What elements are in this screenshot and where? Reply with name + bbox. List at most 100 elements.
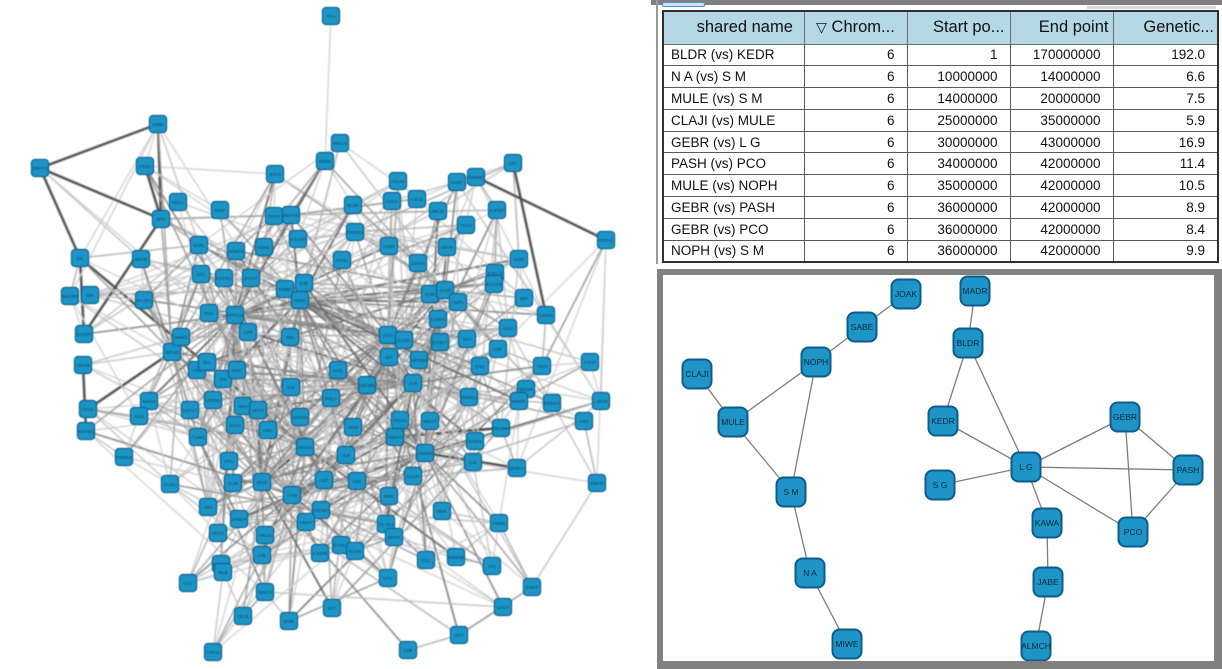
svg-text:UAFCT: UAFCT bbox=[183, 408, 198, 413]
svg-text:OLUKJ: OLUKJ bbox=[379, 522, 394, 527]
svg-text:TPHO: TPHO bbox=[268, 214, 281, 219]
svg-text:WEOT: WEOT bbox=[423, 419, 437, 424]
svg-text:NMKD: NMKD bbox=[174, 335, 188, 340]
svg-text:BRTD: BRTD bbox=[388, 535, 401, 540]
svg-text:UFFH: UFFH bbox=[252, 408, 264, 413]
svg-text:PNRKK: PNRKK bbox=[116, 455, 132, 460]
svg-text:WPUD: WPUD bbox=[165, 350, 179, 355]
svg-text:URJ: URJ bbox=[509, 161, 518, 166]
svg-text:IPCFT: IPCFT bbox=[245, 276, 258, 281]
svg-text:DSBH: DSBH bbox=[279, 287, 292, 292]
svg-text:FRCH: FRCH bbox=[207, 650, 220, 655]
svg-text:DRI: DRI bbox=[86, 293, 94, 298]
svg-text:EHU: EHU bbox=[475, 364, 485, 369]
svg-text:SABE: SABE bbox=[851, 322, 874, 332]
svg-text:NDEC: NDEC bbox=[172, 200, 186, 205]
svg-text:OEJE: OEJE bbox=[237, 614, 249, 619]
svg-text:IUNG: IUNG bbox=[513, 257, 525, 262]
svg-text:PPH: PPH bbox=[156, 217, 165, 222]
svg-text:CSCE: CSCE bbox=[411, 197, 424, 202]
svg-text:ARRBM: ARRBM bbox=[411, 358, 428, 363]
svg-text:ADE: ADE bbox=[352, 479, 361, 484]
svg-text:WRL: WRL bbox=[384, 494, 394, 499]
svg-text:CLAJI: CLAJI bbox=[685, 369, 708, 379]
svg-text:MJLA: MJLA bbox=[325, 396, 337, 401]
svg-text:PRU: PRU bbox=[224, 459, 234, 464]
svg-text:BLDR: BLDR bbox=[957, 338, 980, 348]
svg-text:OSKEI: OSKEI bbox=[539, 313, 553, 318]
svg-text:NHHH: NHHH bbox=[143, 399, 156, 404]
svg-text:CNUA: CNUA bbox=[386, 199, 399, 204]
svg-text:FDHF: FDHF bbox=[584, 360, 596, 365]
svg-text:SPBPC: SPBPC bbox=[509, 466, 525, 471]
svg-text:ENST: ENST bbox=[526, 585, 538, 590]
svg-text:KEDR: KEDR bbox=[931, 416, 955, 426]
svg-text:UHEP: UHEP bbox=[451, 180, 464, 185]
svg-text:EJE: EJE bbox=[300, 281, 308, 286]
svg-text:FDL: FDL bbox=[193, 368, 202, 373]
svg-text:BLIMI: BLIMI bbox=[347, 203, 359, 208]
svg-text:JAE: JAE bbox=[488, 564, 496, 569]
svg-text:UTISL: UTISL bbox=[82, 407, 95, 412]
svg-text:MPI: MPI bbox=[520, 296, 528, 301]
svg-text:DJW: DJW bbox=[425, 292, 435, 297]
svg-text:WKJS: WKJS bbox=[432, 209, 445, 214]
svg-text:KGJR: KGJR bbox=[407, 474, 420, 479]
svg-text:URHK: URHK bbox=[441, 245, 454, 250]
svg-text:MULE: MULE bbox=[721, 417, 745, 427]
svg-text:TFH: TFH bbox=[327, 14, 336, 19]
svg-text:JABE: JABE bbox=[1037, 577, 1059, 587]
svg-text:N A: N A bbox=[803, 568, 817, 578]
svg-text:OSTI: OSTI bbox=[383, 333, 394, 338]
svg-text:RNWWF: RNWWF bbox=[467, 175, 485, 180]
svg-text:NTG: NTG bbox=[383, 576, 393, 581]
svg-text:HDC: HDC bbox=[263, 428, 273, 433]
svg-text:DAHJ: DAHJ bbox=[229, 423, 241, 428]
svg-text:SBICR: SBICR bbox=[258, 590, 273, 595]
svg-text:FBP: FBP bbox=[494, 347, 503, 352]
svg-text:L G: L G bbox=[1019, 462, 1032, 472]
svg-text:MRHE: MRHE bbox=[134, 257, 147, 262]
svg-text:TSUU: TSUU bbox=[460, 223, 472, 228]
svg-text:PGG: PGG bbox=[204, 311, 215, 316]
svg-text:MADR: MADR bbox=[962, 286, 987, 296]
svg-text:JHMUP: JHMUP bbox=[231, 517, 247, 522]
svg-text:FGOSL: FGOSL bbox=[216, 276, 232, 281]
svg-text:OUGL: OUGL bbox=[164, 482, 177, 487]
svg-text:STRCE: STRCE bbox=[333, 543, 348, 548]
svg-text:TNGIB: TNGIB bbox=[76, 363, 90, 368]
svg-text:HAG: HAG bbox=[333, 368, 343, 373]
svg-text:ONCN: ONCN bbox=[258, 533, 271, 538]
svg-text:ALMCH: ALMCH bbox=[1021, 641, 1051, 651]
svg-text:MIRNF: MIRNF bbox=[512, 399, 526, 404]
svg-text:LMAP: LMAP bbox=[300, 520, 312, 525]
svg-text:OOEM: OOEM bbox=[293, 415, 307, 420]
svg-text:FJSPN: FJSPN bbox=[313, 551, 327, 556]
svg-text:OMWN: OMWN bbox=[418, 451, 433, 456]
svg-text:EGC: EGC bbox=[421, 558, 432, 563]
svg-text:BCI: BCI bbox=[203, 360, 211, 365]
svg-text:FWPL: FWPL bbox=[452, 300, 465, 305]
svg-text:SDNPB: SDNPB bbox=[228, 249, 244, 254]
svg-text:NSNC: NSNC bbox=[258, 245, 272, 250]
svg-text:PMOO: PMOO bbox=[388, 435, 402, 440]
svg-text:MLB: MLB bbox=[218, 570, 227, 575]
svg-text:GACF: GACF bbox=[497, 605, 510, 610]
svg-text:AGLM: AGLM bbox=[392, 179, 405, 184]
svg-text:NWLHI: NWLHI bbox=[333, 141, 348, 146]
svg-text:EWJMH: EWJMH bbox=[493, 426, 510, 431]
svg-text:SIBAR: SIBAR bbox=[590, 481, 604, 486]
svg-text:MWF: MWF bbox=[215, 208, 226, 213]
svg-text:EJGLS: EJGLS bbox=[488, 271, 502, 276]
svg-text:SSI: SSI bbox=[219, 377, 226, 382]
svg-text:MALBR: MALBR bbox=[62, 294, 78, 299]
svg-text:MASIG: MASIG bbox=[298, 445, 313, 450]
svg-text:TBA: TBA bbox=[286, 335, 295, 340]
svg-text:MGG: MGG bbox=[257, 480, 268, 485]
svg-text:LMIH: LMIH bbox=[203, 505, 214, 510]
svg-text:BNBK: BNBK bbox=[319, 159, 331, 164]
svg-text:UBCME: UBCME bbox=[359, 383, 375, 388]
svg-text:CIDMS: CIDMS bbox=[431, 317, 446, 322]
svg-text:KJPRP: KJPRP bbox=[490, 208, 505, 213]
svg-text:PPPGD: PPPGD bbox=[227, 313, 244, 318]
